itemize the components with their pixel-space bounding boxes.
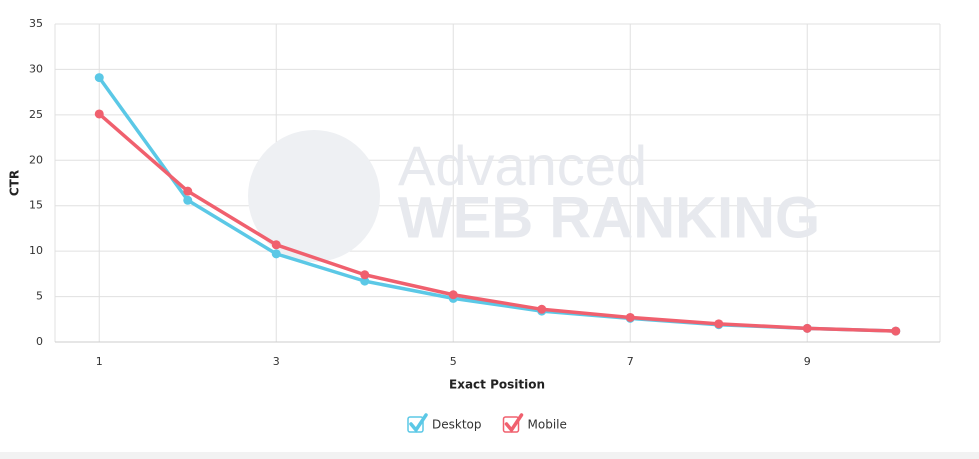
data-point [94,109,104,119]
x-tick-label: 1 [96,355,103,368]
legend-check[interactable] [504,413,524,433]
watermark: Advanced WEB RANKING [248,130,820,262]
y-tick-label: 15 [29,199,43,212]
x-tick-label: 9 [804,355,811,368]
legend-label[interactable]: Mobile [528,418,567,432]
data-point [625,312,635,322]
data-point [271,249,281,259]
data-point [891,326,901,336]
x-tick-label: 3 [273,355,280,368]
y-axis-title: CTR [8,170,22,196]
y-tick-label: 35 [29,17,43,30]
footer-bar [0,452,979,459]
x-tick-label: 5 [450,355,457,368]
y-tick-label: 20 [29,153,43,166]
y-tick-label: 30 [29,62,43,75]
y-tick-label: 0 [36,335,43,348]
legend-check[interactable] [409,413,428,433]
data-point [183,195,193,205]
watermark-text: Advanced [398,134,647,197]
y-tick-label: 25 [29,108,43,121]
data-point [360,276,370,286]
data-point [802,323,812,333]
y-tick-label: 10 [29,244,43,257]
data-point [448,290,458,300]
watermark-text: WEB RANKING [398,185,820,250]
grid [54,23,941,343]
legend-item[interactable]: Mobile [502,413,567,433]
data-point [183,186,193,196]
legend-item[interactable]: Desktop [407,413,482,433]
data-point [537,304,547,314]
series-line [98,112,896,333]
data-point [714,319,724,329]
data-point [94,73,104,83]
watermark-globe [248,130,380,262]
y-tick-label: 5 [36,290,43,303]
x-tick-label: 7 [627,355,634,368]
x-axis-title: Exact Position [449,378,545,392]
data-point [271,240,281,250]
legend-label[interactable]: Desktop [432,418,482,432]
data-point [360,270,370,280]
